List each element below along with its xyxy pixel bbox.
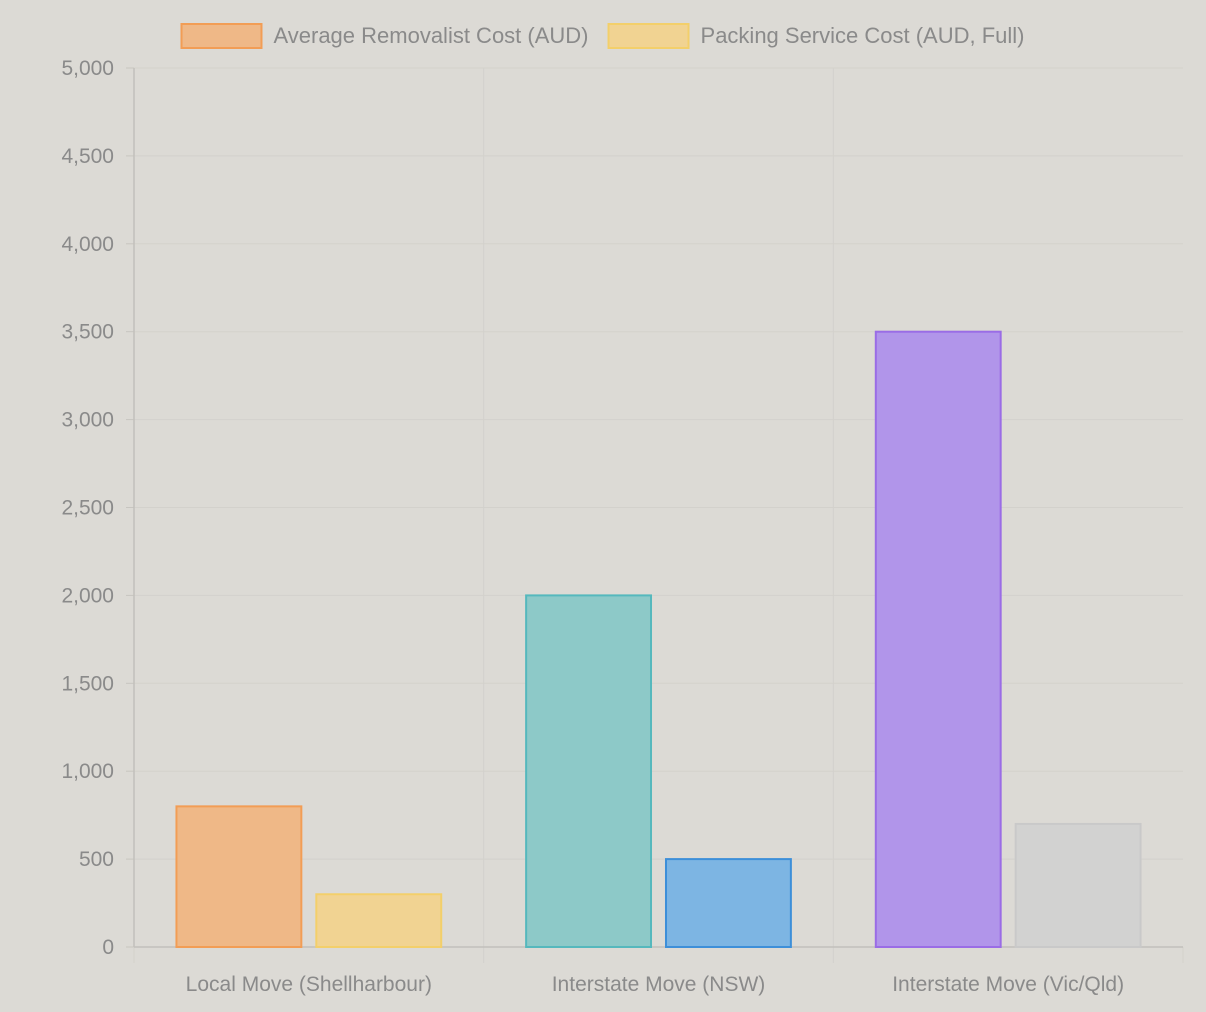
legend-swatch-0	[180, 23, 263, 49]
y-tick-label: 3,000	[61, 409, 114, 432]
y-tick-label: 2,500	[61, 497, 114, 520]
y-tick-label: 1,000	[61, 760, 114, 783]
bar-removalist-1	[525, 594, 653, 949]
bars	[175, 330, 1142, 949]
y-tick-label: 1,500	[61, 672, 114, 695]
grid	[134, 67, 1183, 947]
y-tick-label: 0	[102, 936, 114, 959]
bar-packing-2	[1014, 822, 1142, 948]
y-tick-label: 2,000	[61, 584, 114, 607]
x-tick-label: Interstate Move (NSW)	[552, 973, 766, 996]
x-tick-label: Interstate Move (Vic/Qld)	[892, 973, 1124, 996]
bar-packing-0	[315, 893, 443, 949]
bar-removalist-0	[175, 805, 303, 948]
legend-label-0: Average Removalist Cost (AUD)	[273, 23, 588, 48]
y-tick-label: 500	[79, 848, 114, 871]
y-tick-label: 5,000	[61, 57, 114, 80]
labels: 0 500 1,000 1,500 2,000 2,500 3,000 3,500 4,000 4…	[61, 57, 1124, 996]
axes	[126, 67, 1184, 963]
legend-label-1: Packing Service Cost (AUD, Full)	[701, 23, 1025, 48]
y-tick-label: 3,500	[61, 321, 114, 344]
y-tick-label: 4,000	[61, 233, 114, 256]
bar-packing-1	[664, 858, 792, 948]
legend: Average Removalist Cost (AUD) Packing Ser…	[180, 23, 1025, 49]
legend-swatch-1	[607, 23, 690, 49]
y-tick-label: 4,500	[61, 145, 114, 168]
bar-removalist-2	[874, 330, 1002, 948]
x-tick-label: Local Move (Shellharbour)	[186, 973, 432, 996]
